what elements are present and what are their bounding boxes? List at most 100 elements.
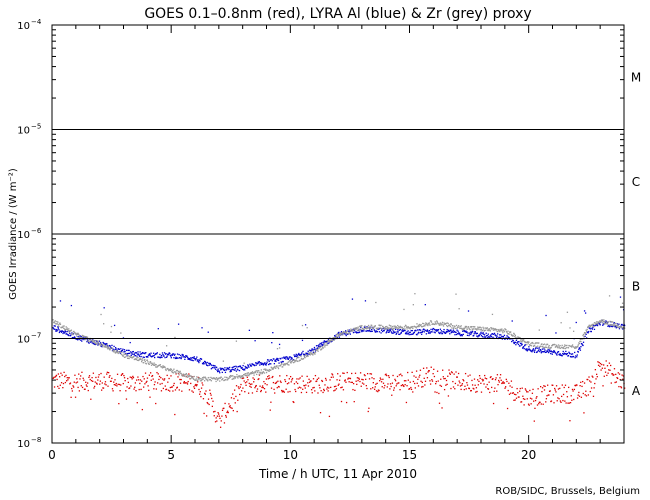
data-point (289, 375, 292, 378)
data-point (224, 376, 226, 378)
data-point (559, 353, 561, 355)
data-point (68, 331, 70, 333)
data-point (155, 366, 157, 368)
data-point (604, 322, 607, 324)
data-point (170, 375, 172, 377)
data-point (232, 393, 234, 395)
data-point (226, 376, 228, 379)
data-point (247, 379, 249, 381)
data-point (159, 353, 161, 356)
data-point (196, 376, 198, 378)
data-point (211, 397, 213, 400)
data-point (427, 324, 429, 327)
data-point (149, 372, 152, 374)
data-point (197, 376, 199, 379)
data-point (462, 333, 464, 336)
data-point (430, 321, 433, 323)
data-point (192, 377, 194, 380)
data-point (71, 387, 73, 390)
data-point (520, 342, 522, 344)
data-point (505, 378, 507, 381)
data-point (249, 383, 252, 385)
data-point (473, 334, 475, 337)
data-point (621, 328, 624, 330)
data-point (409, 381, 411, 383)
data-point (176, 387, 178, 389)
data-point (492, 402, 495, 405)
data-point (604, 320, 606, 323)
data-point (415, 370, 418, 372)
data-point (167, 389, 170, 391)
data-point (617, 323, 619, 326)
data-point (256, 370, 258, 372)
data-point (317, 377, 320, 379)
data-point (616, 325, 618, 328)
data-point (364, 326, 366, 328)
data-point (338, 379, 341, 381)
data-point (451, 327, 453, 329)
data-point (114, 384, 117, 386)
data-point (138, 355, 141, 357)
data-point (371, 326, 373, 328)
data-point (396, 331, 398, 333)
data-point (394, 331, 396, 333)
data-point (543, 343, 546, 345)
data-point (247, 365, 249, 367)
data-point (482, 379, 485, 381)
data-point (556, 345, 558, 347)
data-point (409, 331, 411, 334)
data-point (550, 352, 552, 355)
data-point (246, 372, 248, 374)
data-point (618, 385, 620, 388)
data-point (245, 384, 247, 386)
data-point (519, 390, 521, 392)
data-point (499, 374, 502, 376)
data-point (576, 384, 578, 386)
data-point (558, 347, 561, 349)
data-point (55, 374, 58, 377)
data-point (161, 382, 163, 385)
data-point (585, 390, 587, 392)
data-point (442, 325, 445, 327)
data-point (134, 382, 137, 384)
data-point (59, 330, 61, 332)
data-point (206, 401, 208, 404)
data-point (70, 304, 73, 307)
data-point (200, 380, 203, 382)
data-point (386, 386, 388, 388)
data-point (210, 368, 213, 370)
data-point (317, 345, 320, 348)
data-point (605, 321, 608, 323)
data-point (134, 386, 136, 388)
data-point (98, 340, 101, 342)
data-point (308, 378, 310, 380)
data-point (551, 353, 553, 355)
data-point (423, 377, 425, 379)
data-point (286, 374, 288, 377)
data-point (235, 340, 238, 342)
data-point (121, 373, 124, 375)
data-point (526, 398, 528, 400)
data-point (472, 331, 474, 333)
data-point (269, 363, 271, 365)
data-point (557, 344, 560, 346)
data-point (345, 334, 347, 337)
data-point (527, 348, 530, 350)
data-point (390, 327, 393, 329)
data-point (309, 381, 311, 384)
data-point (596, 321, 599, 323)
data-point (459, 332, 461, 334)
data-point (84, 338, 86, 341)
data-point (532, 348, 535, 350)
data-point (282, 360, 284, 363)
data-point (54, 325, 56, 327)
data-point (579, 340, 581, 343)
data-point (510, 333, 512, 336)
data-point (416, 323, 418, 325)
data-point (286, 357, 289, 359)
data-point (173, 357, 175, 359)
data-point (261, 362, 263, 364)
data-point (164, 366, 166, 368)
data-point (565, 350, 567, 353)
data-point (434, 321, 436, 323)
